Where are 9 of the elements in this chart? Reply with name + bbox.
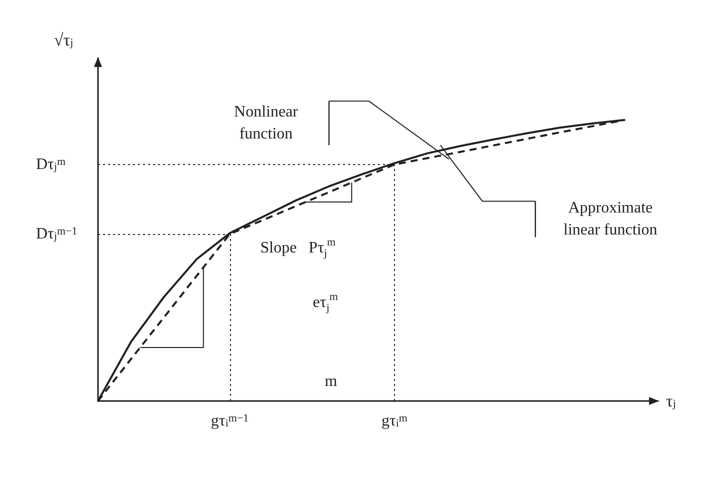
x-tick-label: gτim xyxy=(381,412,408,430)
x-tick-label: gτim−1 xyxy=(210,412,249,430)
y-axis-title: √τj xyxy=(54,30,74,50)
annotation: Nonlinear function xyxy=(234,104,299,143)
ref-line-label: Dτjm−1 xyxy=(36,226,78,242)
ref-line-label: Dτjm xyxy=(36,156,66,174)
annotation: Approximate linear function xyxy=(564,200,658,239)
x-axis-title: τj xyxy=(666,392,676,410)
annotation: m xyxy=(324,372,338,390)
